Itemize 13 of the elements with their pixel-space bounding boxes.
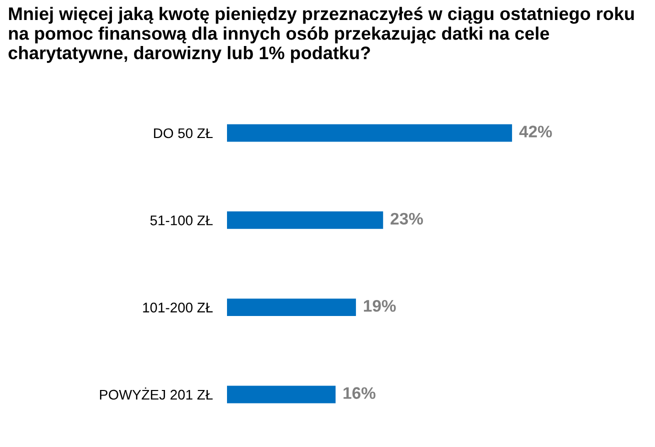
y-tick-label: 101-200 ZŁ bbox=[143, 302, 213, 312]
bar bbox=[227, 124, 512, 142]
bar bbox=[227, 211, 384, 229]
chart-title: Mniej więcej jaką kwotę pieniędzy przeznaczyłeś w ciągu ostatniego roku na pomoc finansową dla innych osób przekazując datki na cele charytatywne, darowizny lub 1% podatku? bbox=[8, 6, 634, 63]
bar bbox=[227, 298, 356, 316]
y-tick-label: DO 50 ZŁ bbox=[154, 128, 213, 138]
data-label: 23% bbox=[390, 212, 423, 225]
data-label: 42% bbox=[519, 126, 552, 138]
bar bbox=[227, 386, 336, 404]
data-label: 16% bbox=[344, 387, 376, 399]
data-label: 19% bbox=[364, 300, 396, 312]
y-tick-label: POWYŻEJ 201 ZŁ bbox=[100, 388, 213, 400]
y-tick-label: 51-100 ZŁ bbox=[150, 215, 213, 226]
